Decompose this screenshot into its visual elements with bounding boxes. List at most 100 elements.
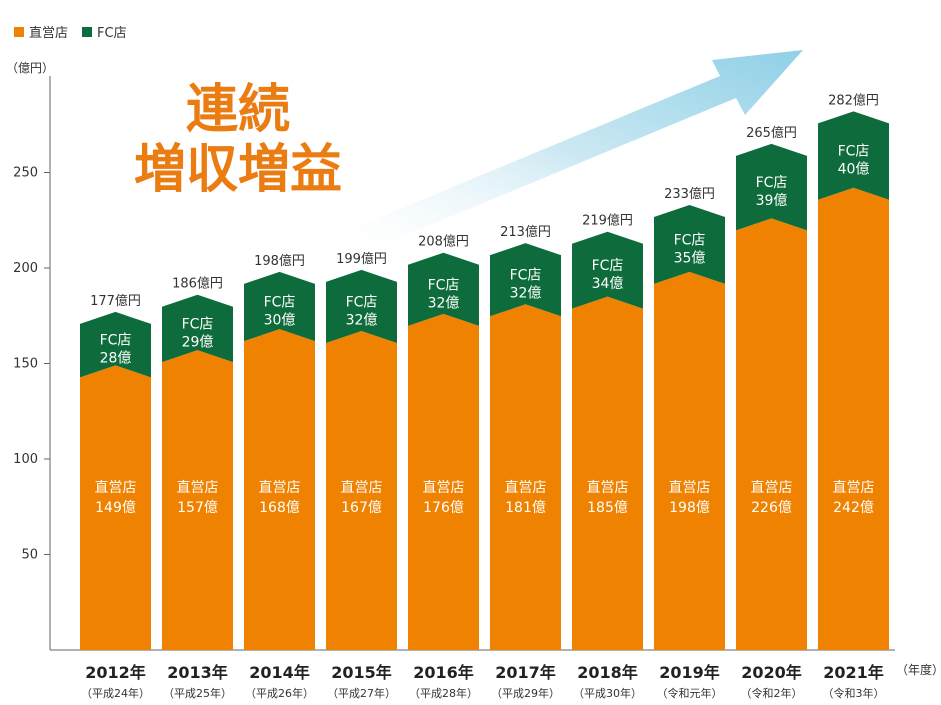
- bar-direct-value-label: 176億: [423, 500, 464, 516]
- x-tick-label: 2018年: [577, 663, 638, 682]
- bar-total-label: 265億円: [746, 125, 797, 141]
- bar-direct-series-label: 直営店: [833, 479, 875, 496]
- bar-fc: [818, 111, 889, 200]
- x-tick-sublabel: （平成26年）: [245, 686, 314, 700]
- bar-direct-value-label: 226億: [751, 500, 792, 516]
- x-tick-sublabel: （平成29年）: [491, 686, 560, 700]
- x-tick-label: 2019年: [659, 663, 720, 682]
- bar-total-label: 233億円: [664, 186, 715, 202]
- bar-fc-value-label: 28億: [100, 351, 132, 367]
- y-tick-label: 150: [13, 357, 38, 372]
- bar-total-label: 282億円: [828, 92, 879, 108]
- bar-fc-value-label: 39億: [756, 193, 788, 209]
- x-tick-sublabel: （平成27年）: [327, 686, 396, 700]
- bar-direct-value-label: 157億: [177, 500, 218, 516]
- bar-direct-value-label: 181億: [505, 500, 546, 516]
- x-tick-sublabel: （平成28年）: [409, 686, 478, 700]
- y-tick-label: 200: [13, 261, 38, 276]
- x-tick-label: 2012年: [85, 663, 146, 682]
- bar-direct-value-label: 149億: [95, 500, 136, 516]
- bar-fc: [490, 243, 561, 317]
- x-tick-sublabel: （平成24年）: [81, 686, 150, 700]
- bar-direct: [408, 313, 479, 650]
- x-tick-sublabel: （令和2年）: [741, 686, 803, 700]
- legend-swatch-fc: [82, 26, 93, 37]
- legend-item-fc: FC店: [82, 22, 127, 41]
- slogan-line-2: 増収増益: [133, 140, 342, 200]
- bar-direct-series-label: 直営店: [587, 479, 629, 496]
- x-tick-sublabel: （平成25年）: [163, 686, 232, 700]
- bar-direct-value-label: 168億: [259, 500, 300, 516]
- growth-arrow-icon: [330, 50, 803, 260]
- bar-direct-series-label: 直営店: [751, 479, 793, 496]
- bar-direct: [572, 296, 643, 650]
- y-axis-label: （億円）: [6, 61, 54, 75]
- bar-total-label: 177億円: [90, 293, 141, 309]
- legend-item-direct: 直営店: [14, 22, 68, 41]
- bar-fc-value-label: 30億: [264, 312, 296, 328]
- bar-fc-value-label: 35億: [674, 250, 706, 266]
- bar-fc-value-label: 32億: [428, 295, 460, 311]
- y-tick-label: 50: [21, 548, 38, 563]
- bar-direct-series-label: 直営店: [423, 479, 465, 496]
- x-tick-label: 2021年: [823, 663, 884, 682]
- x-axis-label: （年度）: [896, 662, 941, 677]
- x-tick-label: 2013年: [167, 663, 228, 682]
- bar-fc: [572, 231, 643, 309]
- bar-fc-series-label: FC店: [182, 316, 214, 332]
- bar-direct: [326, 331, 397, 650]
- bar-fc-series-label: FC店: [346, 294, 378, 310]
- bar-fc: [80, 311, 151, 378]
- bar-fc-series-label: FC店: [100, 333, 132, 349]
- x-tick-label: 2017年: [495, 663, 556, 682]
- bar-fc: [244, 271, 315, 342]
- x-tick-sublabel: （平成30年）: [573, 686, 642, 700]
- bar-fc: [654, 204, 725, 284]
- bar-fc-value-label: 40億: [838, 162, 870, 178]
- bar-direct-value-label: 167億: [341, 500, 382, 516]
- bar-total-label: 213億円: [500, 224, 551, 240]
- bar-direct-series-label: 直営店: [177, 479, 219, 496]
- x-tick-label: 2015年: [331, 663, 392, 682]
- bar-fc-series-label: FC店: [264, 294, 296, 310]
- legend: 直営店 FC店: [14, 22, 141, 41]
- bar-fc-series-label: FC店: [510, 268, 542, 284]
- bar-direct: [490, 304, 561, 650]
- bar-fc-value-label: 32億: [346, 312, 378, 328]
- bar-direct: [818, 187, 889, 650]
- bar-direct-series-label: 直営店: [669, 479, 711, 496]
- bar-direct-value-label: 242億: [833, 500, 874, 516]
- legend-label-fc: FC店: [97, 26, 127, 41]
- legend-label-direct: 直営店: [29, 26, 69, 41]
- bar-fc-value-label: 34億: [592, 276, 624, 292]
- slogan-line-1: 連続: [185, 80, 290, 140]
- bar-fc: [736, 143, 807, 231]
- slogan: 連続 増収増益: [128, 80, 348, 200]
- bar-fc-series-label: FC店: [674, 232, 706, 248]
- bar-fc: [326, 269, 397, 344]
- x-tick-sublabel: （令和元年）: [657, 686, 723, 700]
- bar-direct-series-label: 直営店: [95, 479, 137, 496]
- bar-total-label: 198億円: [254, 253, 305, 269]
- bar-direct: [654, 271, 725, 650]
- bar-direct: [244, 329, 315, 650]
- bar-fc: [162, 294, 233, 363]
- bar-total-label: 186億円: [172, 276, 223, 292]
- bar-fc-value-label: 32億: [510, 286, 542, 302]
- bar-fc-series-label: FC店: [428, 277, 460, 293]
- y-tick-label: 100: [13, 452, 38, 467]
- bar-direct-series-label: 直営店: [341, 479, 383, 496]
- bar-total-label: 199億円: [336, 251, 387, 267]
- bar-direct: [162, 350, 233, 650]
- bar-total-label: 208億円: [418, 234, 469, 250]
- x-tick-label: 2020年: [741, 663, 802, 682]
- legend-swatch-direct: [14, 26, 24, 37]
- bar-direct-value-label: 185億: [587, 500, 628, 516]
- bar-direct: [736, 218, 807, 650]
- bar-direct-series-label: 直営店: [505, 479, 547, 496]
- bar-total-label: 219億円: [582, 213, 633, 229]
- x-tick-label: 2016年: [413, 663, 474, 682]
- x-tick-label: 2014年: [249, 663, 310, 682]
- bar-direct-series-label: 直営店: [259, 479, 301, 496]
